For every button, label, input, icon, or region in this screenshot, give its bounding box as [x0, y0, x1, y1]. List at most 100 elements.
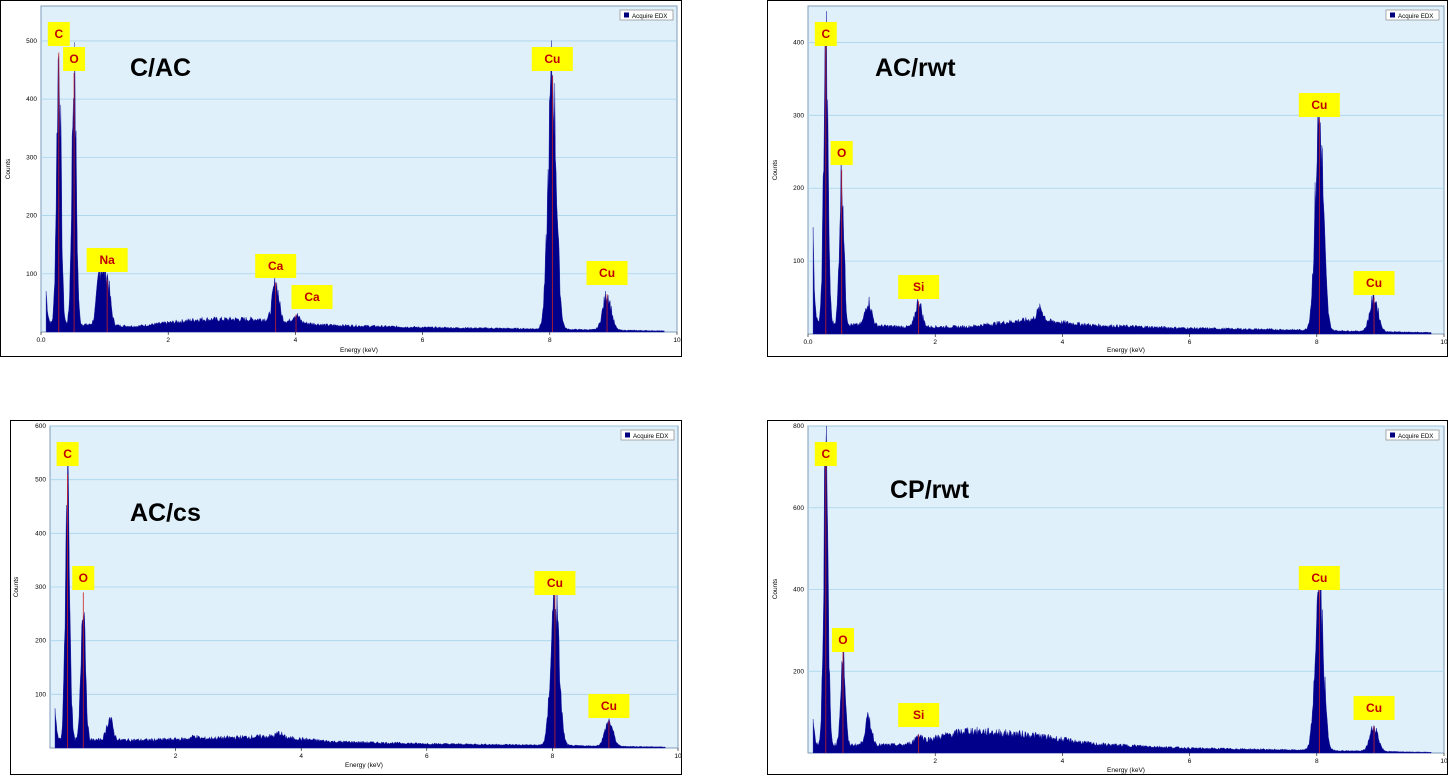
y-tick-label: 400 [793, 39, 804, 46]
y-axis-ticks: 100 200 300 400 [793, 39, 804, 265]
peak-label-o: O [72, 566, 95, 590]
x-tick-label: 4 [299, 753, 303, 760]
y-tick-label: 100 [26, 271, 37, 278]
peak-label-box [814, 442, 837, 466]
peak-label-text: Ca [304, 290, 320, 304]
peak-markers [825, 46, 1375, 334]
peak-label-text: C [54, 27, 63, 41]
peak-label-box [588, 694, 630, 718]
x-tick-label: 4 [1061, 758, 1065, 765]
x-tick-label: 10 [1440, 339, 1448, 346]
spectrum-area [812, 425, 1432, 754]
peak-markers [58, 52, 608, 332]
peak-label-box [1298, 566, 1340, 590]
x-tick-label: 4 [294, 337, 298, 344]
peak-label-text: Cu [1311, 98, 1327, 112]
legend-swatch [625, 432, 630, 438]
peak-markers [825, 458, 1375, 753]
peak-label-text: Cu [1311, 571, 1327, 585]
y-tick-label: 500 [35, 477, 46, 484]
peak-label-cu: Cu [531, 47, 573, 71]
peak-label-text: O [69, 52, 78, 66]
spectrum-fill [812, 11, 1432, 335]
peak-label-box [531, 47, 573, 71]
x-tick-label: 10 [1440, 758, 1448, 765]
peak-label-box [56, 442, 79, 466]
peak-label-box [1298, 93, 1340, 117]
y-tick-label: 800 [793, 423, 804, 430]
peak-label-box [1353, 271, 1395, 295]
x-axis-label: Energy (keV) [1107, 347, 1145, 354]
x-tick-label: 6 [425, 753, 429, 760]
peak-label-text: O [79, 571, 88, 585]
spectrum-area [45, 40, 665, 333]
peak-label-text: Cu [1366, 701, 1382, 715]
x-tick-label: 8 [551, 753, 555, 760]
x-axis-label: Energy (keV) [1107, 767, 1145, 774]
y-axis-ticks: 100 200 300 400 500 600 [35, 423, 46, 698]
peak-label-cu: Cu [1353, 696, 1395, 720]
legend-label: Acquire EDX [633, 433, 668, 440]
peak-label-c: C [814, 22, 837, 46]
x-tick-label: 2 [166, 337, 170, 344]
spectrum-fill [45, 40, 665, 333]
peak-label-cu: Cu [1298, 93, 1340, 117]
peak-label-text: C [821, 27, 830, 41]
x-axis-label: Energy (keV) [345, 762, 383, 769]
y-tick-label: 100 [793, 258, 804, 265]
x-tick-label: 6 [421, 337, 425, 344]
y-axis-label: Counts [772, 159, 779, 180]
peak-label-cu: Cu [1353, 271, 1395, 295]
y-axis-label: Counts [772, 578, 779, 599]
y-tick-label: 200 [793, 668, 804, 675]
legend-label: Acquire EDX [632, 13, 667, 20]
x-tick-label: 6 [1188, 339, 1192, 346]
x-axis-ticks: 2 4 6 8 10 [933, 753, 1448, 765]
sample-title: AC/rwt [875, 54, 956, 82]
y-tick-label: 400 [35, 530, 46, 537]
y-tick-label: 500 [26, 38, 37, 45]
x-tick-label: 0.0 [36, 337, 45, 344]
peak-label-text: C [821, 447, 830, 461]
peak-label-cu: Cu [586, 261, 628, 285]
legend: Acquire EDX [619, 9, 674, 21]
y-tick-label: 200 [793, 185, 804, 192]
peak-label-na: Na [86, 248, 128, 272]
x-axis-label: Energy (keV) [340, 347, 378, 354]
edx-spectrum-c-ac: 100 200 300 400 500 0.0 2 4 6 8 10 Counts Energy … [0, 0, 682, 357]
x-tick-label: 8 [1315, 339, 1319, 346]
peak-label-text: Cu [544, 52, 560, 66]
y-tick-label: 300 [26, 154, 37, 161]
sample-title: C/AC [130, 54, 191, 82]
x-tick-label: 2 [933, 339, 937, 346]
y-tick-label: 100 [35, 691, 46, 698]
peak-label-box [63, 47, 86, 71]
peak-label-box [814, 22, 837, 46]
x-axis-ticks: 0.0 2 4 6 8 10 [803, 334, 1448, 346]
y-tick-label: 400 [26, 96, 37, 103]
y-tick-label: 400 [793, 587, 804, 594]
gridlines [41, 40, 677, 275]
spectrum-area [812, 11, 1432, 335]
x-tick-label: 2 [933, 758, 937, 765]
peak-label-c: C [47, 22, 70, 46]
peak-label-ca: Ca [255, 254, 297, 278]
peak-label-cu: Cu [1298, 566, 1340, 590]
x-tick-label: 10 [673, 337, 681, 344]
peak-label-box [898, 275, 940, 299]
spectrum-fill [812, 425, 1432, 754]
legend-swatch [624, 12, 629, 18]
peak-label-box [47, 22, 70, 46]
peak-label-si: Si [898, 703, 940, 727]
peak-label-box [898, 703, 940, 727]
peak-label-o: O [830, 141, 853, 165]
peak-label-text: O [838, 633, 847, 647]
legend-label: Acquire EDX [1398, 433, 1433, 440]
peak-label-o: O [63, 47, 86, 71]
peak-label-box [255, 254, 297, 278]
edx-spectrum-ac-rwt: 100 200 300 400 0.0 2 4 6 8 10 Counts Energy (ke… [767, 0, 1448, 357]
x-tick-label: 6 [1188, 758, 1192, 765]
peak-label-text: Cu [601, 699, 617, 713]
y-tick-label: 200 [35, 638, 46, 645]
